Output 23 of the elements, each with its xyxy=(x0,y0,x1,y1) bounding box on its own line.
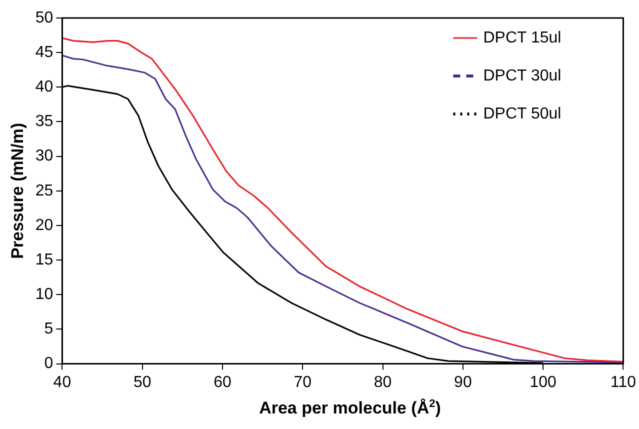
y-tick-label: 20 xyxy=(35,216,54,234)
y-axis-title: Pressure (mN/m) xyxy=(8,122,27,259)
x-tick-label: 50 xyxy=(133,374,152,391)
x-tick-label: 70 xyxy=(294,374,312,391)
legend-label: DPCT 15ul xyxy=(483,29,562,46)
x-axis-title: Area per molecule (Å$^{2}$) xyxy=(258,398,442,419)
legend-label: DPCT 30ul xyxy=(483,67,562,84)
x-tick-label: 100 xyxy=(530,374,557,391)
y-tick-label: 30 xyxy=(35,148,54,165)
x-tick-label: 110 xyxy=(610,374,636,391)
y-tick-label: 5 xyxy=(44,320,54,338)
y-tick-label: 10 xyxy=(35,286,54,304)
y-tick-label: 35 xyxy=(35,113,54,130)
x-tick-label: 60 xyxy=(214,374,232,391)
x-tick-label: 80 xyxy=(374,374,392,391)
x-tick-label: 90 xyxy=(454,374,472,391)
y-tick-label: 50 xyxy=(35,9,54,26)
y-tick-label: 45 xyxy=(35,44,54,61)
legend-label: DPCT 50ul xyxy=(483,105,562,122)
y-tick-label: 40 xyxy=(35,78,54,96)
y-tick-label: 0 xyxy=(44,355,54,372)
y-tick-label: 25 xyxy=(35,182,54,200)
y-tick-label: 15 xyxy=(35,251,54,268)
